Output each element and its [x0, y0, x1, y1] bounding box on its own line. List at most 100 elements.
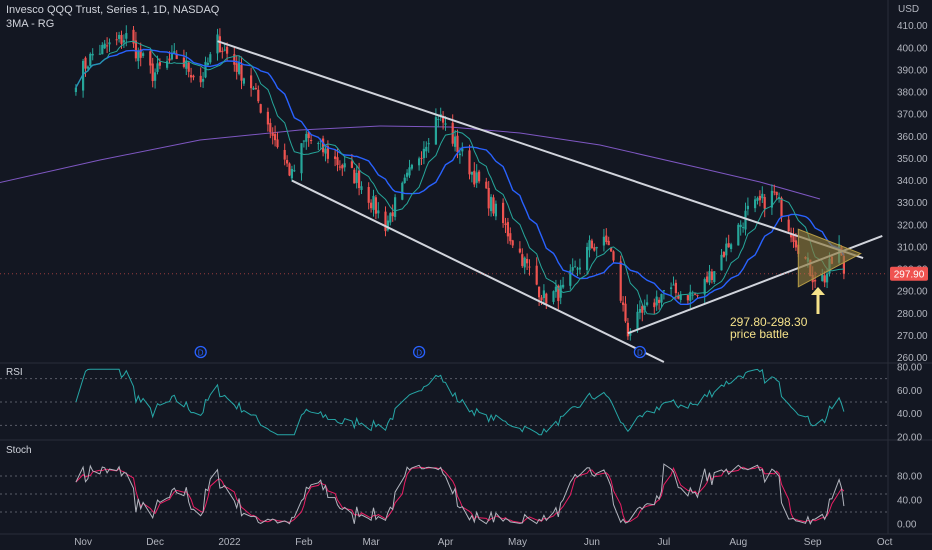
candle-body: [545, 293, 548, 304]
candle-body: [710, 271, 713, 280]
candle-body: [511, 240, 514, 246]
candle-body: [406, 172, 409, 177]
candle-body: [137, 50, 140, 62]
candle-body: [271, 132, 274, 136]
candle-body: [350, 161, 353, 168]
dividend-marker: [412, 345, 426, 359]
candle-body: [257, 89, 260, 102]
ma-slow-line: [0, 125, 821, 200]
rsi-tick-label: 60.00: [897, 386, 922, 397]
candle-body: [374, 197, 377, 214]
candle-body: [242, 78, 245, 84]
candle-body: [283, 149, 286, 160]
candle-body: [422, 148, 425, 159]
candle-body: [502, 202, 505, 223]
candle-body: [562, 284, 565, 288]
candle-body: [559, 285, 562, 298]
candle-body: [763, 197, 766, 209]
time-tick-label: May: [508, 537, 527, 548]
candle-body: [475, 172, 478, 183]
candle-body: [202, 78, 205, 82]
last-price-badge: [890, 266, 928, 281]
currency-label: USD: [898, 4, 920, 15]
dividend-marker-letter: D: [198, 349, 204, 358]
candle-body: [521, 254, 524, 266]
candle-body: [677, 295, 680, 299]
candle-body: [641, 306, 644, 313]
candle-body: [775, 191, 778, 196]
candle-body: [389, 213, 392, 223]
candle-body: [173, 51, 176, 55]
candle-body: [713, 271, 716, 283]
candle-body: [218, 36, 221, 53]
candle-body: [288, 163, 291, 176]
candle-body: [156, 63, 159, 72]
indicator-label: 3MA - RG: [6, 18, 55, 30]
last-price-label: 297.90: [894, 270, 925, 281]
candle-body: [418, 158, 421, 166]
time-tick-label: Aug: [729, 537, 747, 548]
time-tick-label: Feb: [295, 537, 313, 548]
candle-body: [252, 87, 255, 90]
price-tick-label: 370.00: [897, 110, 928, 121]
price-tick-label: 410.00: [897, 21, 928, 32]
candle-body: [106, 45, 109, 47]
price-tick-label: 320.00: [897, 220, 928, 231]
annotation-arrow-head: [811, 287, 825, 295]
time-tick-label: Jul: [658, 537, 671, 548]
candle-body: [300, 143, 303, 174]
candle-body: [302, 140, 305, 142]
candle-body: [434, 117, 437, 145]
candle-body: [391, 212, 394, 217]
candle-body: [132, 29, 135, 44]
candle-body: [593, 247, 596, 251]
rsi-tick-label: 80.00: [897, 363, 922, 374]
candle-body: [170, 52, 173, 60]
candle-body: [605, 235, 608, 243]
dividend-marker-letter: D: [637, 349, 643, 358]
candle-body: [192, 75, 195, 78]
candle-body: [240, 64, 243, 81]
price-tick-label: 270.00: [897, 331, 928, 342]
stoch-d-line: [75, 466, 845, 524]
candle-body: [694, 293, 697, 295]
candle-body: [338, 166, 341, 168]
candle-body: [199, 75, 202, 83]
candle-body: [470, 171, 473, 175]
candle-body: [506, 222, 509, 237]
candle-body: [706, 276, 709, 283]
candle-body: [696, 294, 699, 296]
candle-body: [487, 187, 490, 209]
candle-body: [408, 167, 411, 176]
candle-body: [554, 286, 557, 292]
time-tick-label: Mar: [362, 537, 380, 548]
candle-body: [91, 53, 94, 56]
candle-body: [773, 191, 776, 193]
candle-body: [250, 75, 253, 89]
candle-body: [494, 203, 497, 217]
price-tick-label: 290.00: [897, 287, 928, 298]
candle-body: [636, 311, 639, 330]
price-tick-label: 400.00: [897, 43, 928, 54]
candle-body: [74, 87, 77, 93]
candle-body: [305, 133, 308, 142]
candle-body: [578, 267, 581, 270]
candle-body: [86, 66, 89, 69]
candle-body: [590, 240, 593, 249]
candle-body: [322, 138, 325, 153]
time-tick-label: Sep: [804, 537, 822, 548]
candle-body: [185, 60, 188, 69]
candle-body: [122, 40, 125, 43]
candle-body: [343, 163, 346, 168]
candle-body: [670, 287, 673, 290]
candle-body: [814, 280, 817, 282]
candle-body: [84, 57, 87, 69]
trendline-1: [217, 40, 864, 259]
candle-body: [720, 254, 723, 271]
ma-fast-line: [75, 40, 844, 315]
trendline-2: [291, 179, 665, 363]
candle-body: [518, 248, 521, 253]
candle-body: [485, 181, 488, 189]
candle-body: [118, 34, 121, 39]
